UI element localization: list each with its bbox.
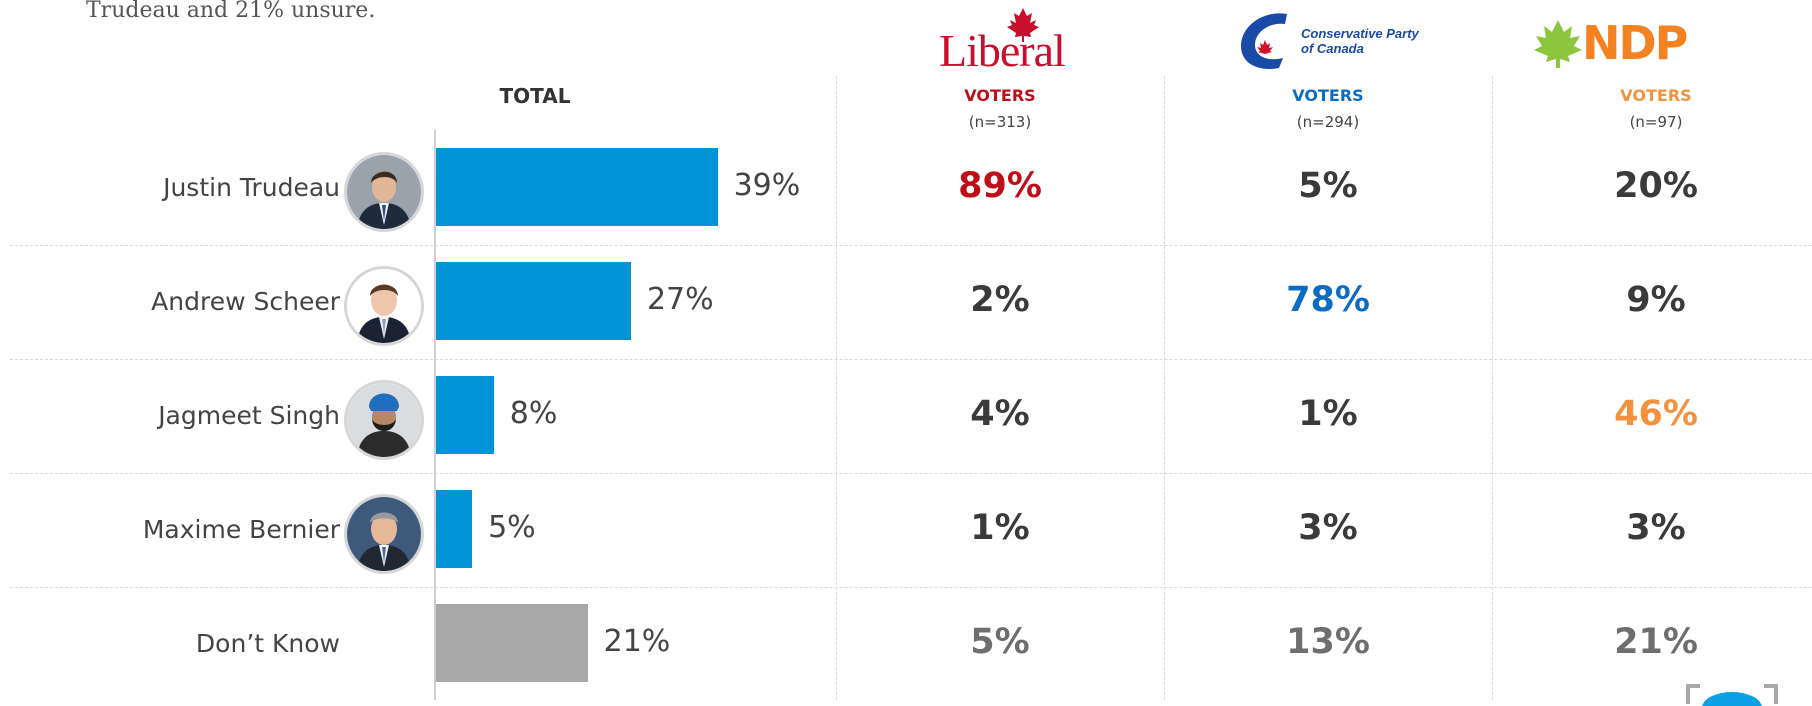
- row-divider: [10, 359, 1812, 360]
- bar-value-label: 39%: [733, 168, 801, 203]
- ndp-leaf-icon: [1534, 20, 1582, 68]
- ndp-logo: NDP: [1530, 14, 1730, 74]
- bar-axis-line: [434, 130, 436, 700]
- cpc-voters-label: VOTERS: [1292, 86, 1364, 105]
- ndp-sample-size: (n=97): [1629, 113, 1683, 131]
- ndp-wordmark: NDP: [1582, 16, 1688, 70]
- party-cell: 78%: [1286, 280, 1370, 320]
- party-cell: 3%: [1626, 508, 1686, 548]
- cpc-column-header: VOTERS (n=294): [1228, 86, 1428, 131]
- party-cell: 1%: [970, 508, 1030, 548]
- bar-1: [436, 148, 718, 226]
- party-cell: 20%: [1614, 166, 1698, 206]
- liberal-logo: Liberal: [935, 6, 1095, 76]
- party-cell: 1%: [1298, 394, 1358, 434]
- bar-4: [436, 490, 473, 568]
- row-label-dont-know: Don’t Know: [195, 629, 340, 658]
- party-cell: 13%: [1286, 622, 1370, 662]
- party-cell: 89%: [958, 166, 1042, 206]
- liberal-column-header: VOTERS (n=313): [900, 86, 1100, 131]
- trudeau-avatar: [344, 152, 424, 232]
- row-divider: [10, 473, 1812, 474]
- bar-2: [436, 262, 631, 340]
- party-cell: 21%: [1614, 622, 1698, 662]
- party-cell: 46%: [1614, 394, 1698, 434]
- liberal-voters-label: VOTERS: [964, 86, 1036, 105]
- maple-leaf-icon: [1007, 8, 1039, 42]
- party-cell: 5%: [970, 622, 1030, 662]
- cpc-sample-size: (n=294): [1296, 113, 1360, 131]
- bar-value-label: 5%: [488, 510, 536, 545]
- cpc-wordmark-line1: Conservative Party: [1301, 26, 1419, 41]
- bernier-avatar: [344, 494, 424, 574]
- liberal-sample-size: (n=313): [968, 113, 1032, 131]
- singh-avatar: [344, 380, 424, 460]
- cpc-wordmark-line2: of Canada: [1301, 41, 1364, 56]
- column-divider: [1164, 76, 1165, 700]
- party-cell: 4%: [970, 394, 1030, 434]
- bar-value-label: 27%: [646, 282, 714, 317]
- row-divider: [10, 245, 1812, 246]
- liberal-wordmark: Liberal: [939, 25, 1066, 76]
- scheer-avatar: [344, 266, 424, 346]
- row-label-trudeau: Justin Trudeau: [163, 173, 340, 202]
- conservative-logo: Conservative Party of Canada: [1235, 8, 1425, 74]
- corner-badge-icon: [1686, 684, 1778, 706]
- column-divider: [1492, 76, 1493, 700]
- column-divider: [836, 76, 837, 700]
- bar-value-label: 8%: [509, 396, 558, 431]
- row-label-singh: Jagmeet Singh: [158, 401, 340, 430]
- row-divider: [10, 587, 1812, 588]
- intro-text: Trudeau and 21% unsure.: [86, 0, 376, 23]
- bar-value-label: 21%: [603, 624, 671, 659]
- row-label-scheer: Andrew Scheer: [151, 287, 340, 316]
- party-cell: 5%: [1298, 166, 1358, 206]
- ndp-voters-label: VOTERS: [1620, 86, 1692, 105]
- bar-3: [436, 376, 494, 454]
- total-column-header: TOTAL: [499, 84, 571, 108]
- bar-5: [436, 604, 588, 682]
- party-cell: 9%: [1626, 280, 1686, 320]
- cpc-c-icon: [1241, 13, 1287, 70]
- ndp-column-header: VOTERS (n=97): [1556, 86, 1756, 131]
- row-label-bernier: Maxime Bernier: [142, 515, 340, 544]
- party-cell: 2%: [970, 280, 1030, 320]
- party-cell: 3%: [1298, 508, 1358, 548]
